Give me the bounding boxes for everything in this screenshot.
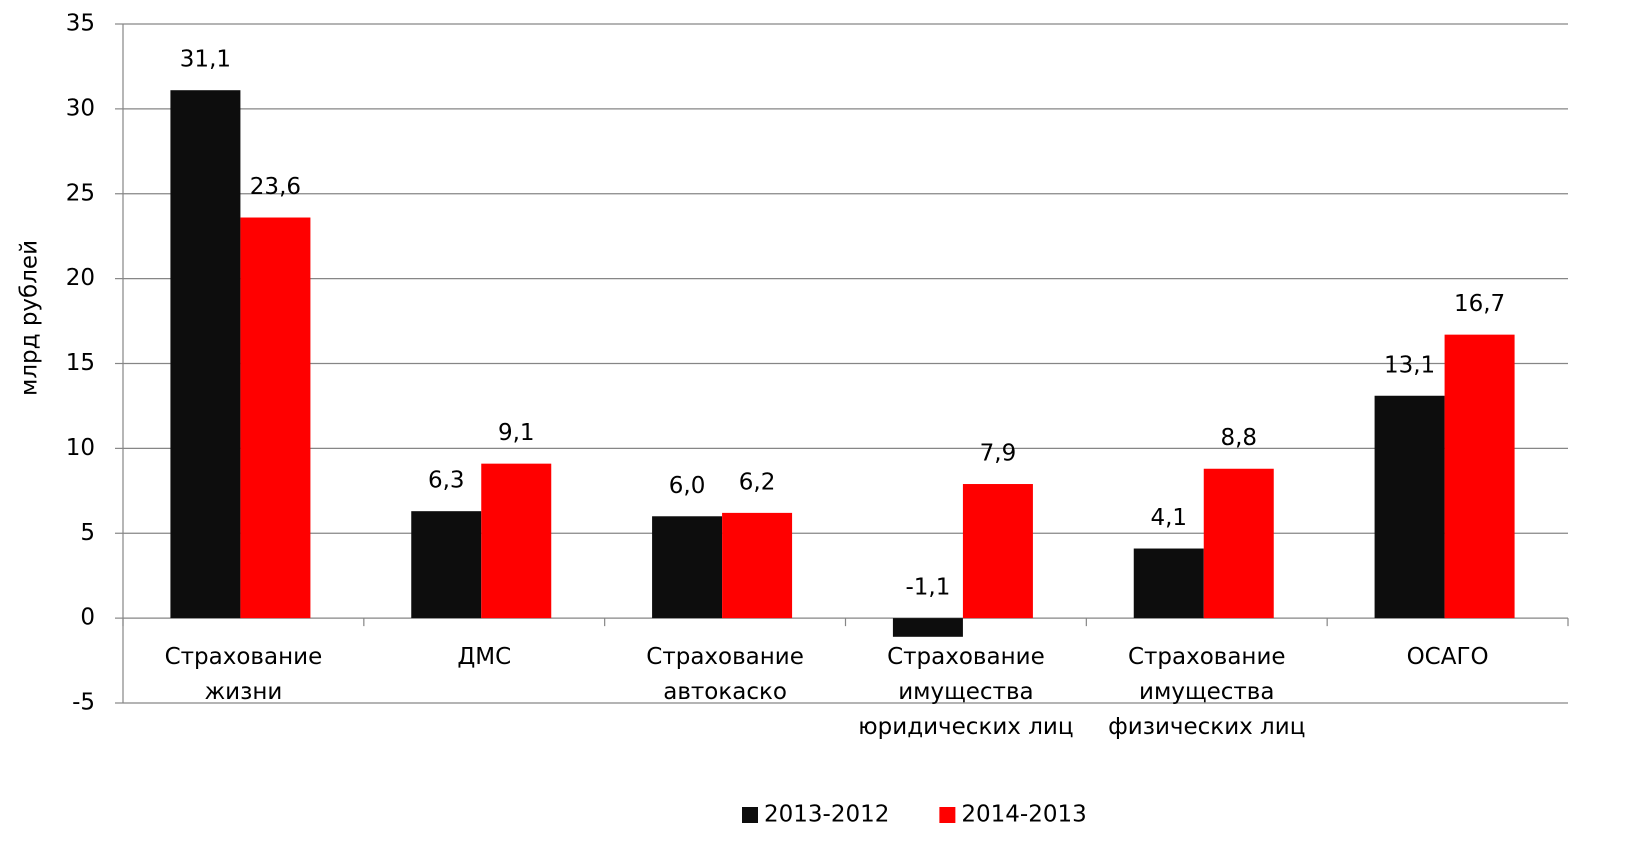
legend-label: 2014-2013 xyxy=(961,802,1086,828)
legend-label: 2013-2012 xyxy=(764,802,889,828)
x-tick-label: ОСАГО xyxy=(1406,644,1489,671)
x-tick-label: Страхование автокаско xyxy=(646,644,804,706)
data-label: 4,1 xyxy=(1150,505,1187,531)
x-tick-label: Страхование имущества физических лиц xyxy=(1108,644,1306,741)
x-tick-label: Страхование жизни xyxy=(164,644,323,706)
bar xyxy=(892,618,963,637)
y-tick-label: 0 xyxy=(80,605,95,631)
bar xyxy=(1444,334,1515,619)
bar xyxy=(411,511,482,619)
y-tick-label: 25 xyxy=(66,180,95,206)
legend-swatch xyxy=(742,807,758,823)
x-tick-label: ДМС xyxy=(457,644,512,671)
y-tick-label: 20 xyxy=(66,265,95,291)
data-label: 6,3 xyxy=(428,468,465,494)
y-tick-label: 30 xyxy=(66,95,95,121)
y-tick-label: 5 xyxy=(80,520,95,546)
bar xyxy=(1374,395,1445,619)
data-label: 9,1 xyxy=(498,420,535,446)
data-label: 6,2 xyxy=(739,469,776,495)
bar xyxy=(1203,468,1274,619)
y-axis-label: млрд рублей xyxy=(17,240,43,396)
x-tick-label: Страхование имущества юридических лиц xyxy=(858,644,1074,741)
legend-swatch xyxy=(939,807,956,823)
bar xyxy=(240,217,311,619)
data-label: 13,1 xyxy=(1384,352,1435,378)
data-label: 23,6 xyxy=(250,174,301,200)
y-tick-label: 10 xyxy=(66,435,95,461)
data-label: 31,1 xyxy=(180,47,231,73)
data-label: 16,7 xyxy=(1454,291,1505,317)
y-tick-label: 35 xyxy=(66,11,95,37)
bar xyxy=(1133,548,1204,619)
data-label: -1,1 xyxy=(905,575,950,601)
data-label: 6,0 xyxy=(669,473,706,499)
bar xyxy=(652,516,723,619)
data-label: 8,8 xyxy=(1220,425,1257,451)
bar xyxy=(170,90,241,619)
y-tick-label: -5 xyxy=(72,690,95,716)
bar xyxy=(722,512,793,619)
bar xyxy=(962,484,1033,619)
data-label: 7,9 xyxy=(980,441,1017,467)
bar xyxy=(481,463,552,619)
y-tick-label: 15 xyxy=(66,350,95,376)
